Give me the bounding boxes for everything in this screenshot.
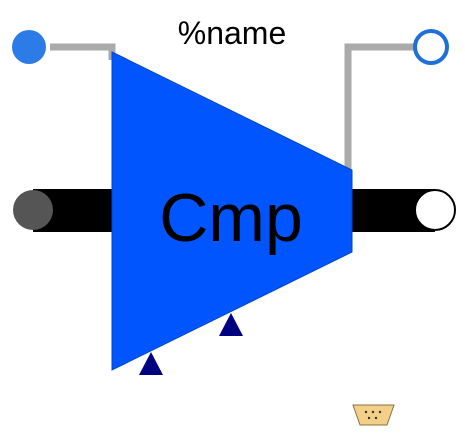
right-port-icon[interactable] [413, 29, 449, 65]
name-label: %name [178, 15, 287, 51]
left-port-icon[interactable] [12, 30, 46, 64]
right-signal-wire [344, 43, 416, 172]
shaft-left-flange[interactable] [13, 190, 53, 230]
connector-icon[interactable] [352, 404, 395, 426]
component-label: Cmp [159, 180, 303, 256]
pin-1-icon[interactable] [139, 352, 163, 375]
shaft-right-flange[interactable] [414, 189, 456, 231]
pin-2-icon[interactable] [219, 313, 243, 336]
compressor-body[interactable] [111, 51, 353, 371]
left-signal-wire [50, 43, 116, 60]
